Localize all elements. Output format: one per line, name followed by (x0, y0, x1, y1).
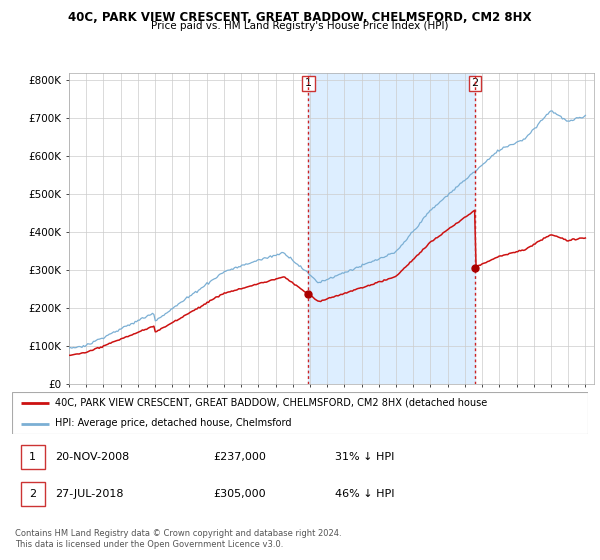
Text: 2: 2 (29, 489, 36, 499)
Text: 27-JUL-2018: 27-JUL-2018 (55, 489, 124, 499)
Text: Price paid vs. HM Land Registry's House Price Index (HPI): Price paid vs. HM Land Registry's House … (151, 21, 449, 31)
Text: 1: 1 (29, 452, 36, 462)
Bar (20, 445, 45, 469)
Text: 20-NOV-2008: 20-NOV-2008 (55, 452, 130, 462)
Text: £237,000: £237,000 (214, 452, 266, 462)
Bar (20, 482, 45, 506)
Text: 2: 2 (472, 78, 478, 88)
Bar (308, 73, 475, 384)
Text: HPI: Average price, detached house, Chelmsford: HPI: Average price, detached house, Chel… (55, 418, 292, 428)
Text: 1: 1 (305, 78, 312, 88)
Text: £305,000: £305,000 (214, 489, 266, 499)
Text: Contains HM Land Registry data © Crown copyright and database right 2024.
This d: Contains HM Land Registry data © Crown c… (15, 529, 341, 549)
Text: 40C, PARK VIEW CRESCENT, GREAT BADDOW, CHELMSFORD, CM2 8HX (detached house: 40C, PARK VIEW CRESCENT, GREAT BADDOW, C… (55, 398, 487, 408)
Text: 31% ↓ HPI: 31% ↓ HPI (335, 452, 394, 462)
Text: 40C, PARK VIEW CRESCENT, GREAT BADDOW, CHELMSFORD, CM2 8HX: 40C, PARK VIEW CRESCENT, GREAT BADDOW, C… (68, 11, 532, 24)
Text: 46% ↓ HPI: 46% ↓ HPI (335, 489, 394, 499)
